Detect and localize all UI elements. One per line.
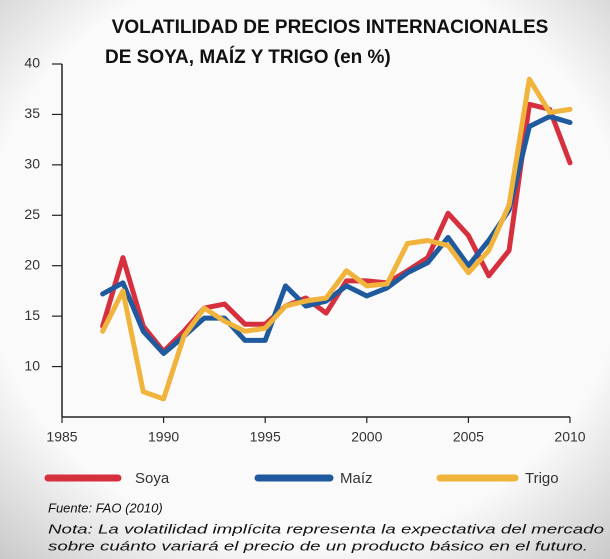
y-tick-label: 35: [24, 105, 40, 121]
legend-label: Trigo: [525, 470, 559, 487]
legend-label: Soya: [135, 470, 170, 487]
y-tick-label: 25: [24, 206, 40, 222]
x-tick-label: 1995: [250, 429, 281, 445]
x-tick-label: 2000: [351, 429, 382, 445]
y-tick-label: 10: [24, 357, 40, 373]
y-tick-label: 40: [24, 55, 40, 71]
legend-label: Maíz: [340, 470, 373, 487]
y-tick-label: 20: [24, 256, 40, 272]
x-tick-label: 1990: [148, 429, 179, 445]
y-tick-label: 30: [24, 156, 40, 172]
x-tick-label: 1985: [46, 429, 77, 445]
source: Fuente: FAO (2010): [48, 500, 163, 515]
note: sobre cuánto variará el precio de un pro…: [48, 538, 588, 553]
chart-title: VOLATILIDAD DE PRECIOS INTERNACIONALES: [112, 17, 549, 38]
series-line: [100, 76, 573, 402]
x-tick-label: 2005: [453, 429, 484, 445]
chart-title: DE SOYA, MAÍZ Y TRIGO (en %): [105, 46, 391, 68]
series-line: [100, 101, 573, 354]
note: Nota: La volatilidad implícita represent…: [48, 521, 604, 536]
y-tick-label: 15: [24, 307, 40, 323]
x-tick-label: 2010: [554, 429, 585, 445]
